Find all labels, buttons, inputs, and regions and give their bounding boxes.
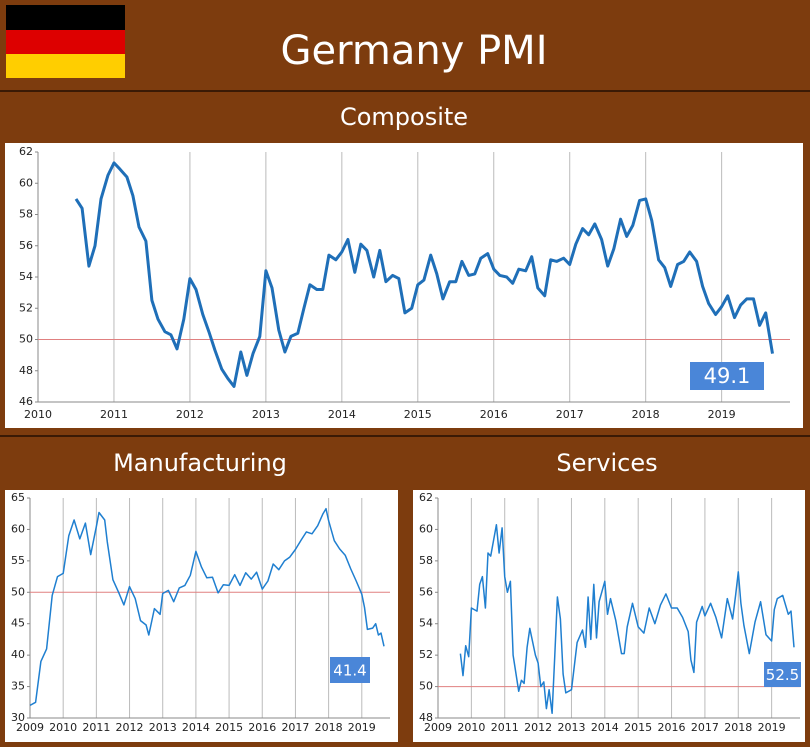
annotation-box [690, 362, 764, 390]
y-tick-label: 60 [11, 522, 25, 535]
y-tick-label: 60 [419, 522, 433, 535]
x-tick-label: 2015 [215, 721, 243, 734]
annotation: 41.4 [333, 662, 366, 680]
chart-title: Services [556, 449, 657, 477]
x-tick-label: 2009 [16, 721, 44, 734]
x-tick-label: 2017 [691, 721, 719, 734]
chart-panel [5, 143, 803, 428]
x-tick-label: 2013 [149, 721, 177, 734]
x-tick-label: 2018 [724, 721, 752, 734]
x-tick-label: 2011 [491, 721, 519, 734]
x-tick-label: 2010 [457, 721, 485, 734]
chart-title: Manufacturing [113, 449, 287, 477]
y-tick-label: 48 [19, 364, 33, 377]
x-tick-label: 2009 [424, 721, 452, 734]
x-tick-label: 2019 [758, 721, 786, 734]
y-tick-label: 52 [419, 648, 433, 661]
flag-black [6, 5, 125, 30]
y-tick-label: 62 [19, 145, 33, 158]
y-tick-label: 60 [19, 176, 33, 189]
x-tick-label: 2014 [182, 721, 210, 734]
y-tick-label: 48 [419, 711, 433, 724]
y-tick-label: 35 [11, 680, 25, 693]
y-tick-label: 46 [19, 395, 33, 408]
x-tick-label: 2014 [591, 721, 619, 734]
x-tick-label: 2018 [315, 721, 343, 734]
x-tick-label: 2011 [100, 408, 128, 421]
annotation: 49.1 [704, 364, 751, 388]
y-tick-label: 58 [419, 554, 433, 567]
series-line [459, 523, 795, 715]
x-tick-label: 2010 [49, 721, 77, 734]
x-tick-label: 2016 [480, 408, 508, 421]
flag-gold [6, 54, 125, 78]
y-tick-label: 62 [419, 491, 433, 504]
x-tick-label: 2012 [176, 408, 204, 421]
y-tick-label: 54 [419, 617, 433, 630]
y-tick-label: 40 [11, 648, 25, 661]
x-tick-label: 2012 [524, 721, 552, 734]
y-tick-label: 58 [19, 208, 33, 221]
y-tick-label: 54 [19, 270, 33, 283]
x-tick-label: 2017 [556, 408, 584, 421]
chart-panel [413, 490, 805, 742]
chart-title: Composite [340, 103, 468, 131]
annotation-box [330, 657, 370, 683]
x-tick-label: 2013 [557, 721, 585, 734]
page-title: Germany PMI [281, 28, 548, 74]
x-tick-label: 2017 [281, 721, 309, 734]
flag [6, 5, 125, 78]
x-tick-label: 2019 [348, 721, 376, 734]
y-tick-label: 50 [19, 333, 33, 346]
x-tick-label: 2013 [252, 408, 280, 421]
y-tick-label: 45 [11, 617, 25, 630]
x-tick-label: 2010 [24, 408, 52, 421]
x-tick-label: 2012 [116, 721, 144, 734]
x-tick-label: 2019 [708, 408, 736, 421]
series-line [29, 507, 385, 707]
y-tick-label: 50 [419, 680, 433, 693]
y-tick-label: 52 [19, 301, 33, 314]
x-tick-label: 2016 [658, 721, 686, 734]
x-tick-label: 2016 [248, 721, 276, 734]
x-tick-label: 2014 [328, 408, 356, 421]
y-tick-label: 65 [11, 491, 25, 504]
y-tick-label: 56 [419, 585, 433, 598]
y-tick-label: 50 [11, 585, 25, 598]
chart-panel [5, 490, 398, 742]
x-tick-label: 2011 [82, 721, 110, 734]
x-tick-label: 2015 [404, 408, 432, 421]
flag-red [6, 30, 125, 54]
series-line [74, 161, 774, 388]
annotation-box [764, 662, 801, 687]
y-tick-label: 30 [11, 711, 25, 724]
y-tick-label: 56 [19, 239, 33, 252]
x-tick-label: 2015 [624, 721, 652, 734]
annotation: 52.5 [766, 666, 799, 684]
y-tick-label: 55 [11, 554, 25, 567]
x-tick-label: 2018 [632, 408, 660, 421]
